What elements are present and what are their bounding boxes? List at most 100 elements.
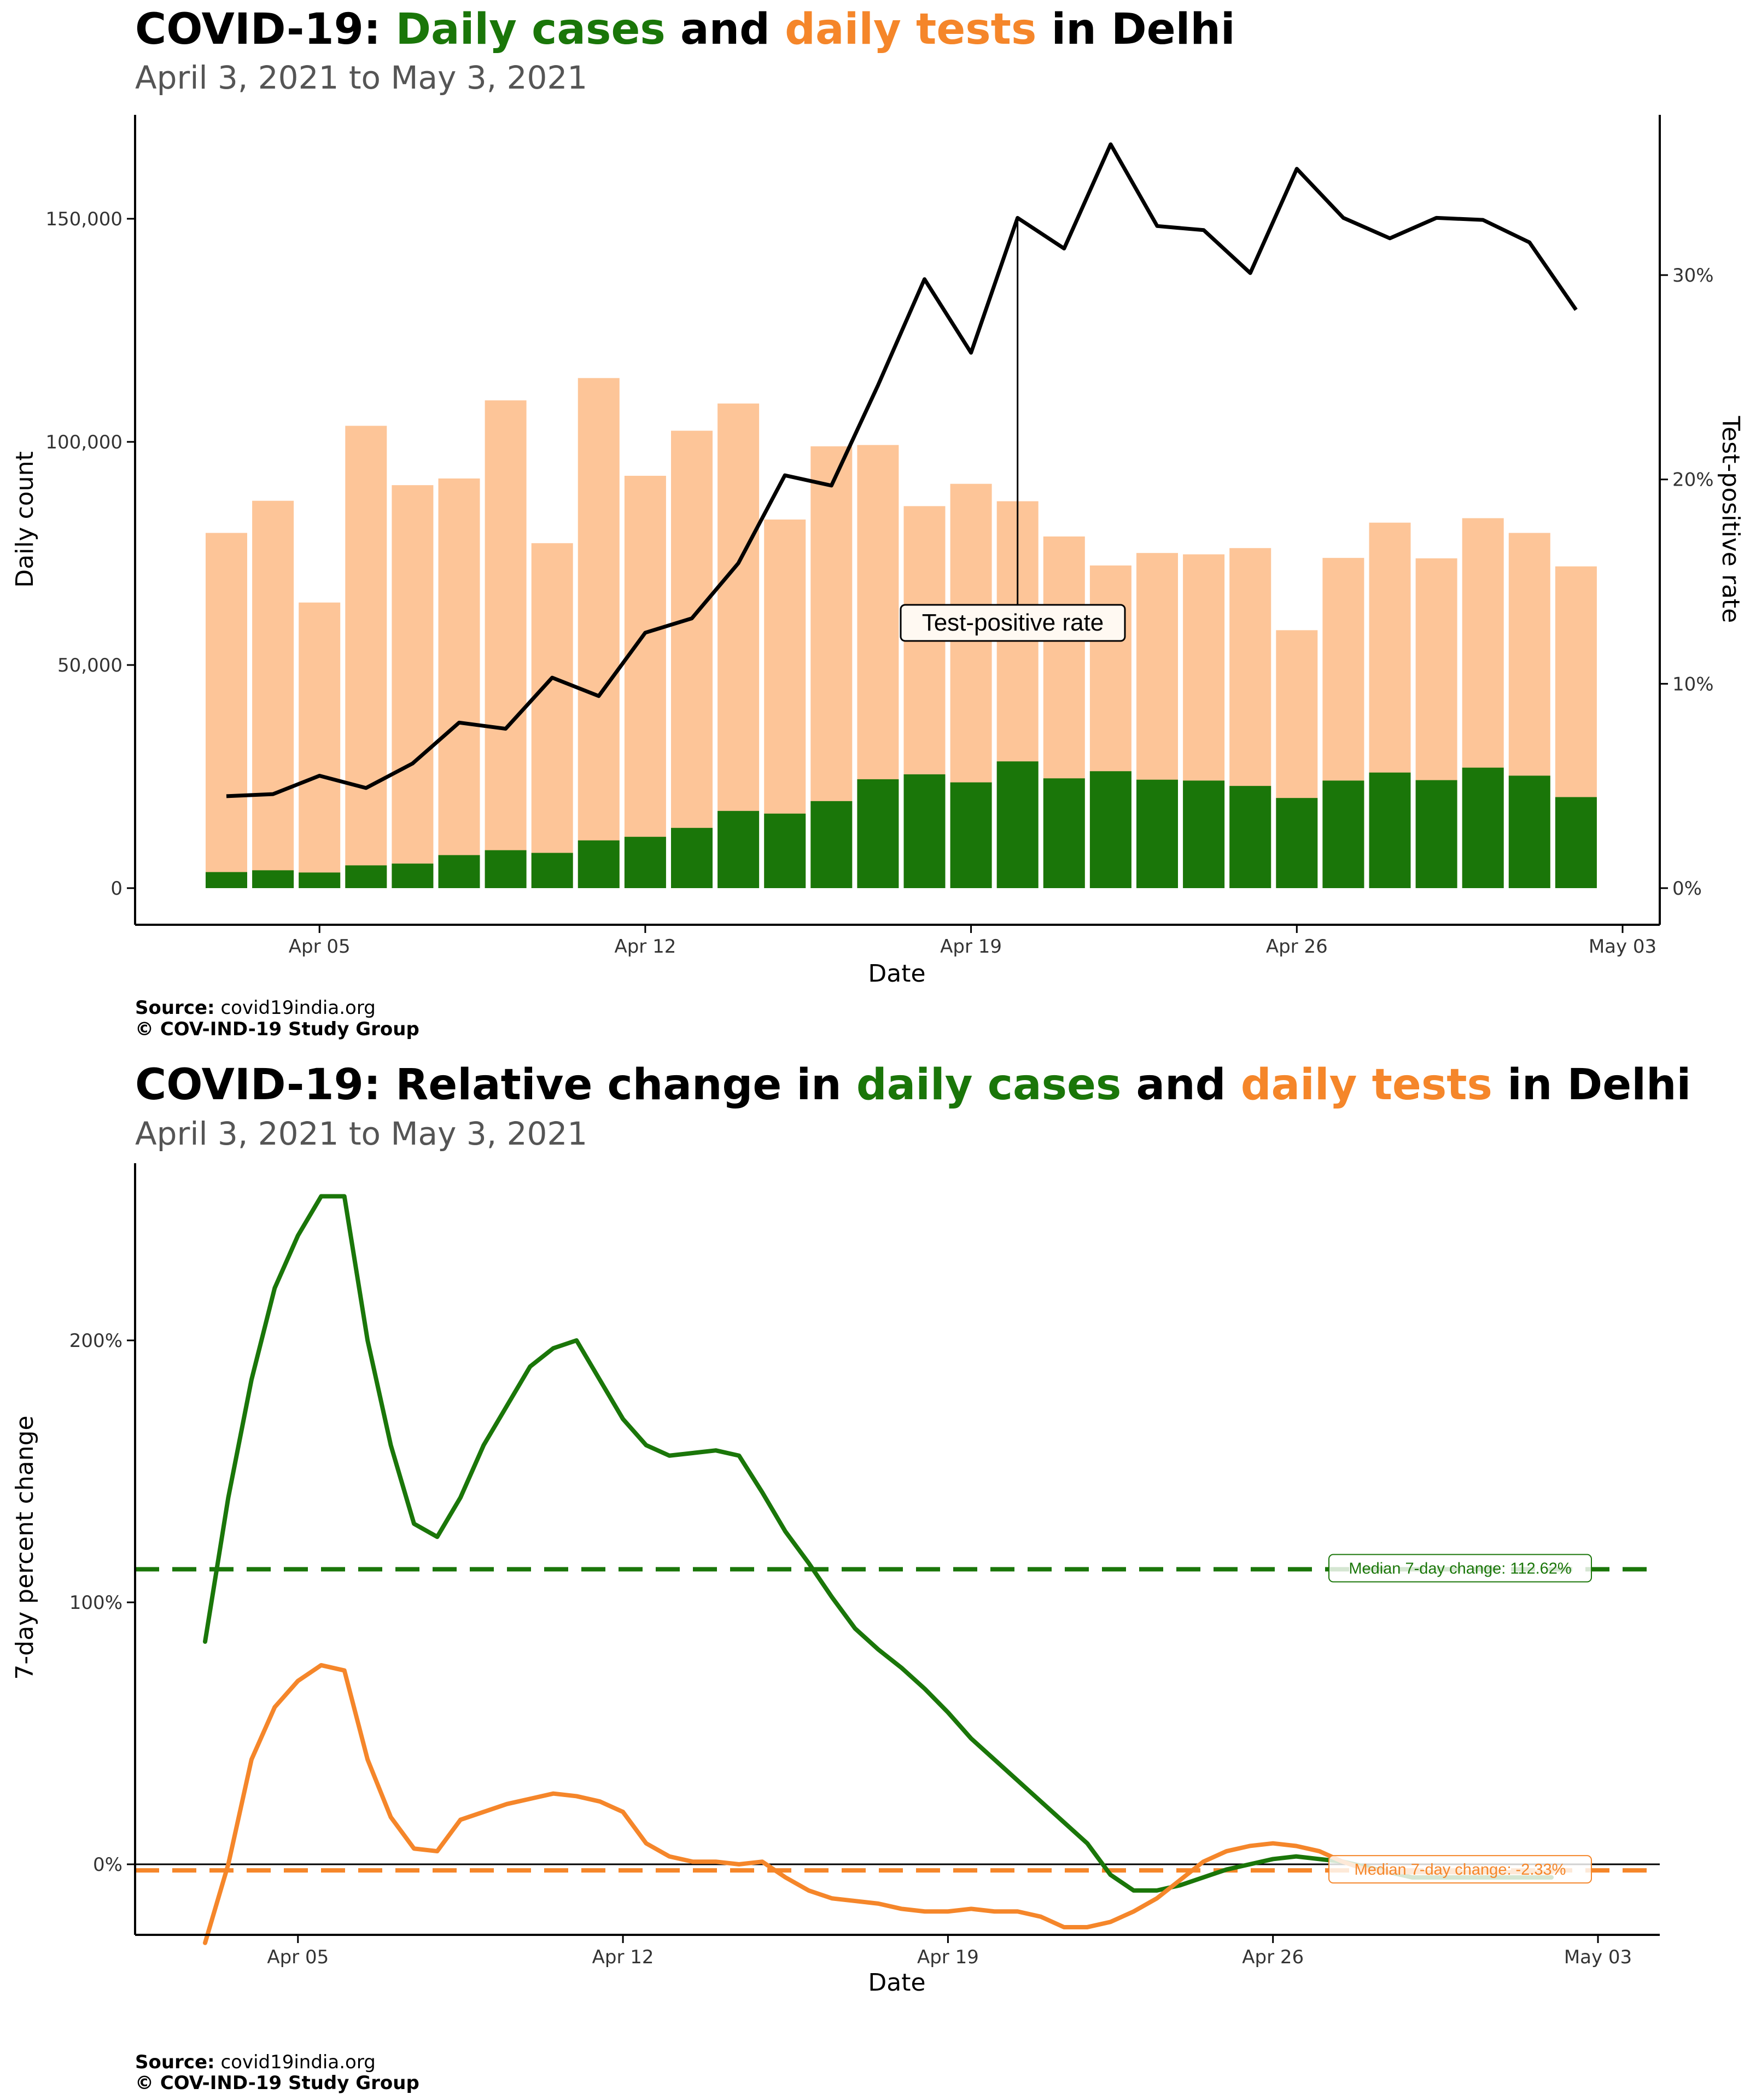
chart-2-source: Source: covid19india.org — [135, 2051, 376, 2073]
chart-2-y-ticks: 0% 100% 200% — [69, 1330, 135, 1876]
tests-bar-Apr 07 — [392, 485, 434, 888]
cases-bar-Apr 26 — [1276, 798, 1318, 888]
tests-bar-Apr 09 — [485, 400, 527, 888]
tests-bar-Apr 10 — [531, 543, 573, 888]
cases-bar-May 01 — [1508, 775, 1550, 888]
cases-bar-Apr 11 — [578, 840, 620, 888]
chart-2-title-part-3: daily tests — [1241, 1060, 1492, 1110]
x-tick-label: May 03 — [1589, 936, 1656, 958]
cases-bar-Apr 22 — [1089, 771, 1131, 888]
chart-1-title-part-4: in Delhi — [1036, 5, 1235, 54]
cases-bar-Apr 13 — [671, 827, 713, 888]
cases-bar-Apr 08 — [438, 855, 480, 888]
cases-bar-Apr 12 — [624, 837, 666, 888]
chart-1-cases-bars — [206, 761, 1597, 888]
chart-1-y-label: Daily count — [11, 451, 39, 587]
tests-median-label: Median 7-day change: -2.33% — [1355, 1861, 1566, 1879]
chart-1-y-ticks: 0 50,000 100,000 150,000 — [45, 208, 135, 900]
y-tick-label: 0% — [93, 1854, 122, 1876]
chart-2-title-part-2: and — [1121, 1060, 1240, 1110]
test-positive-rate-line — [226, 142, 1578, 798]
x-tick-label: Apr 19 — [917, 1946, 979, 1968]
chart-1-source-label: Source: — [135, 997, 215, 1019]
x-tick-label: Apr 05 — [267, 1946, 329, 1968]
tests-bar-Apr 08 — [438, 478, 480, 888]
chart-2-title-part-1: daily cases — [856, 1060, 1122, 1110]
chart-1-copyright: © COV-IND-19 Study Group — [135, 1018, 419, 1040]
chart-2-source-label: Source: — [135, 2051, 215, 2073]
chart-1-y2-label: Test-positive rate — [1717, 416, 1745, 623]
chart-1-title-part-1: Daily cases — [395, 5, 665, 54]
cases-median-label-box — [1328, 1554, 1592, 1583]
cases-bar-Apr 10 — [531, 853, 573, 888]
chart-2-series-lines — [203, 1194, 1554, 1945]
chart-1-x-label: Date — [868, 960, 925, 988]
tests-change-line — [203, 1662, 1554, 1945]
cases-median-label: Median 7-day change: 112.62% — [1349, 1560, 1571, 1578]
chart-2-copyright: © COV-IND-19 Study Group — [135, 2072, 419, 2094]
y2-tick-label: 10% — [1672, 673, 1714, 695]
y-tick-label: 150,000 — [45, 208, 122, 230]
tests-bar-Apr 04 — [252, 500, 294, 888]
cases-bar-Apr 05 — [299, 872, 341, 888]
chart-2-y-label: 7-day percent change — [11, 1415, 39, 1679]
x-tick-label: May 03 — [1564, 1946, 1632, 1968]
tests-bar-Apr 12 — [624, 476, 666, 888]
y-tick-label: 50,000 — [57, 655, 122, 676]
cases-bar-Apr 27 — [1322, 780, 1364, 888]
chart-2-median-lines — [135, 1567, 1660, 1873]
cases-bar-Apr 23 — [1136, 779, 1178, 888]
tests-bar-Apr 06 — [345, 425, 387, 888]
chart-1-annotation-label: Test-positive rate — [922, 609, 1104, 636]
y-tick-label: 0 — [110, 878, 122, 900]
cases-bar-Apr 20 — [996, 761, 1039, 888]
tests-bar-Apr 14 — [718, 403, 760, 888]
chart-2-subtitle: April 3, 2021 to May 3, 2021 — [135, 1115, 587, 1152]
cases-bar-Apr 24 — [1183, 780, 1225, 888]
cases-bar-Apr 07 — [392, 864, 434, 888]
tests-bar-Apr 11 — [578, 378, 620, 888]
cases-bar-May 02 — [1555, 797, 1597, 888]
chart-1-source-value: covid19india.org — [215, 997, 376, 1019]
y-tick-label: 100% — [69, 1592, 122, 1614]
chart-1-rate-line-group — [226, 142, 1578, 798]
cases-bar-Apr 03 — [206, 872, 247, 888]
chart-1-title: COVID-19: Daily cases and daily tests in… — [135, 5, 1235, 54]
cases-bar-Apr 25 — [1229, 786, 1271, 888]
chart-2-source-value: covid19india.org — [215, 2051, 376, 2073]
chart-2-x-label: Date — [868, 1969, 925, 1997]
chart-1-title-part-3: daily tests — [785, 5, 1036, 54]
chart-1-title-part-2: and — [666, 5, 785, 54]
cases-bar-Apr 28 — [1369, 772, 1411, 888]
cases-bar-Apr 19 — [950, 782, 992, 888]
tests-bar-Apr 05 — [299, 602, 341, 888]
x-tick-label: Apr 26 — [1242, 1946, 1304, 1968]
cases-bar-Apr 30 — [1462, 767, 1504, 888]
cases-bar-Apr 17 — [857, 779, 899, 888]
chart-2: COVID-19: Relative change in daily cases… — [11, 1060, 1691, 2094]
x-tick-label: Apr 12 — [614, 936, 676, 958]
y2-tick-label: 20% — [1672, 469, 1714, 491]
x-tick-label: Apr 26 — [1266, 936, 1328, 958]
cases-bar-Apr 18 — [903, 774, 946, 888]
cases-bar-Apr 09 — [485, 850, 527, 888]
chart-2-title: COVID-19: Relative change in daily cases… — [135, 1060, 1691, 1110]
chart-1-source: Source: covid19india.org — [135, 997, 376, 1019]
chart-1-subtitle: April 3, 2021 to May 3, 2021 — [135, 59, 587, 96]
x-tick-label: Apr 05 — [289, 936, 351, 958]
chart-1-title-part-0: COVID-19: — [135, 5, 395, 54]
cases-bar-Apr 15 — [764, 813, 806, 888]
chart-1-annotation: Test-positive rate — [900, 218, 1126, 642]
cases-bar-Apr 14 — [718, 810, 760, 888]
x-tick-label: Apr 19 — [940, 936, 1002, 958]
chart-2-title-part-4: in Delhi — [1492, 1060, 1691, 1110]
cases-bar-Apr 16 — [810, 801, 853, 888]
chart-2-x-ticks: Apr 05 Apr 12 Apr 19 Apr 26 May 03 — [267, 1935, 1632, 1968]
chart-1-x-ticks: Apr 05 Apr 12 Apr 19 Apr 26 May 03 — [289, 925, 1656, 958]
cases-bar-Apr 29 — [1415, 780, 1457, 888]
chart-2-title-part-0: COVID-19: Relative change in — [135, 1060, 856, 1110]
chart-1-y2-ticks: 0% 10% 20% 30% — [1660, 265, 1714, 900]
cases-bar-Apr 21 — [1043, 778, 1085, 888]
y-tick-label: 200% — [69, 1330, 122, 1352]
